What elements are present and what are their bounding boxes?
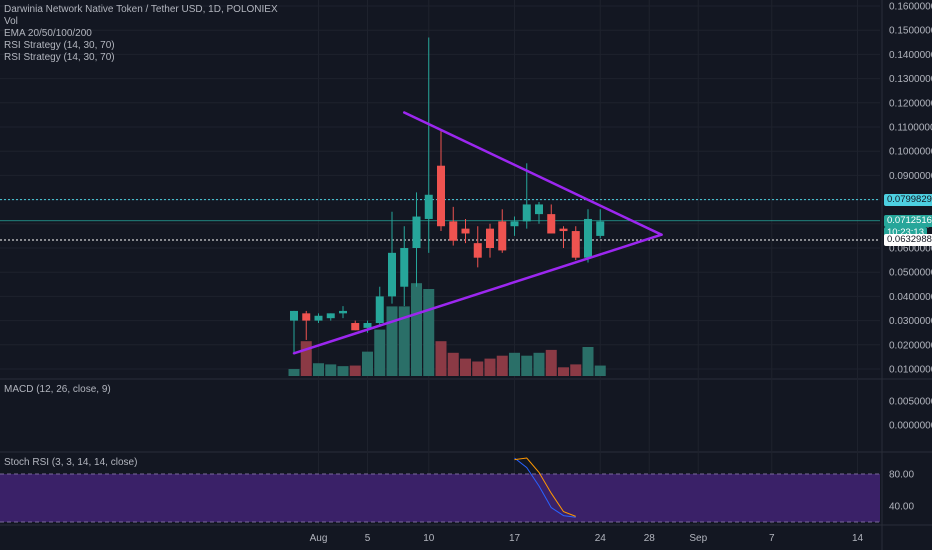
price-tag: 0.06329884: [884, 234, 932, 247]
candle-body: [473, 243, 482, 258]
volume-bar: [423, 289, 435, 376]
price-tick-label: 0.10000000: [889, 147, 932, 158]
price-tick-label: 0.09000000: [889, 171, 932, 182]
volume-bar: [386, 306, 398, 376]
volume-bar: [313, 363, 324, 376]
candle-body: [547, 214, 556, 234]
indicator-rsi-strategy-1[interactable]: RSI Strategy (14, 30, 70): [4, 40, 115, 51]
price-tick-label: 0.05000000: [889, 268, 932, 279]
price-tag: 0.07125168: [884, 214, 932, 227]
candle-body: [363, 323, 372, 328]
time-tick-label: 24: [595, 533, 607, 544]
price-tag: 0.07998296: [884, 193, 932, 206]
price-tick-label: 0.06000000: [889, 244, 932, 255]
candle-body: [596, 221, 605, 236]
volume-bar: [558, 367, 569, 376]
macd-tick-label: 0.00000000: [889, 421, 932, 432]
volume-bar: [545, 349, 557, 376]
price-tick-label: 0.02000000: [889, 340, 932, 351]
volume-bar: [300, 341, 312, 376]
volume-bar: [411, 283, 422, 376]
candle-body: [510, 221, 519, 227]
stoch-k-line: [514, 457, 576, 518]
volume-bar: [582, 347, 594, 376]
volume-bar: [472, 361, 484, 376]
volume-bar: [374, 329, 386, 376]
candle-body: [498, 221, 507, 251]
price-tick-label: 0.16000000: [889, 2, 932, 13]
price-tick-label: 0.13000000: [889, 74, 932, 85]
candle-body: [522, 204, 531, 222]
indicator-rsi-strategy-2[interactable]: RSI Strategy (14, 30, 70): [4, 52, 115, 63]
volume-bar: [325, 364, 337, 376]
candle-body: [449, 221, 458, 241]
volume-bar: [398, 306, 410, 376]
indicator-volume[interactable]: Vol: [4, 16, 18, 27]
stoch-d-line: [514, 457, 576, 517]
price-tick-label: 0.01000000: [889, 365, 932, 376]
volume-bar: [521, 355, 533, 376]
volume-bar: [533, 352, 545, 376]
time-tick-label: 5: [365, 533, 371, 544]
time-tick-label: 14: [852, 533, 864, 544]
volume-bar: [509, 352, 520, 376]
volume-bar: [594, 365, 606, 376]
volume-bars: [288, 283, 606, 376]
candle-body: [351, 323, 360, 331]
macd-title[interactable]: MACD (12, 26, close, 9): [4, 384, 111, 395]
stoch-band: [0, 474, 880, 522]
candle-body: [400, 248, 409, 287]
candle-body: [412, 216, 421, 248]
price-tick-label: 0.11000000: [889, 123, 932, 134]
price-tick-label: 0.04000000: [889, 292, 932, 303]
candle-body: [584, 218, 592, 258]
volume-bar: [570, 364, 582, 376]
candle-body: [535, 204, 543, 215]
time-tick-label: 28: [644, 533, 656, 544]
volume-bar: [447, 352, 459, 376]
time-tick-label: 17: [509, 533, 521, 544]
volume-bar: [460, 358, 471, 376]
candle-body: [559, 228, 568, 232]
price-tick-label: 0.12000000: [889, 98, 932, 109]
volume-bar: [288, 369, 300, 376]
volume-bar: [484, 358, 496, 376]
stoch-tick-label: 40.00: [889, 502, 914, 513]
macd-tick-label: 0.00500000: [889, 397, 932, 408]
candle-body: [375, 296, 384, 324]
volume-bar: [435, 341, 447, 376]
volume-bar: [337, 366, 349, 376]
time-tick-label: Sep: [689, 533, 707, 544]
symbol-title: Darwinia Network Native Token / Tether U…: [4, 4, 278, 15]
stoch-tick-label: 80.00: [889, 470, 914, 481]
price-grid: [0, 0, 880, 525]
volume-bar: [362, 351, 373, 376]
candles: [290, 37, 605, 353]
candle-body: [424, 194, 433, 219]
price-tick-label: 0.15000000: [889, 26, 932, 37]
trendline-lower: [292, 233, 663, 355]
time-tick-label: Aug: [310, 533, 328, 544]
candle-body: [461, 228, 470, 234]
price-tick-label: 0.14000000: [889, 50, 932, 61]
volume-bar: [349, 365, 361, 376]
time-tick-label: 10: [423, 533, 435, 544]
time-tick-label: 7: [769, 533, 775, 544]
candle-body: [571, 231, 580, 258]
candle-body: [388, 252, 396, 297]
candle-body: [326, 313, 335, 319]
stoch-rsi-title[interactable]: Stoch RSI (3, 3, 14, 14, close): [4, 457, 138, 468]
price-tick-label: 0.03000000: [889, 316, 932, 327]
candle-body: [339, 310, 347, 314]
candle-body: [437, 165, 445, 227]
candle-body: [486, 228, 494, 248]
candle-body: [314, 315, 323, 321]
candle-body: [290, 310, 298, 321]
chart-legend: Darwinia Network Native Token / Tether U…: [4, 4, 278, 64]
indicator-ema[interactable]: EMA 20/50/100/200: [4, 28, 92, 39]
trendline-upper: [403, 111, 663, 236]
candle-body: [302, 313, 311, 321]
volume-bar: [496, 355, 508, 376]
